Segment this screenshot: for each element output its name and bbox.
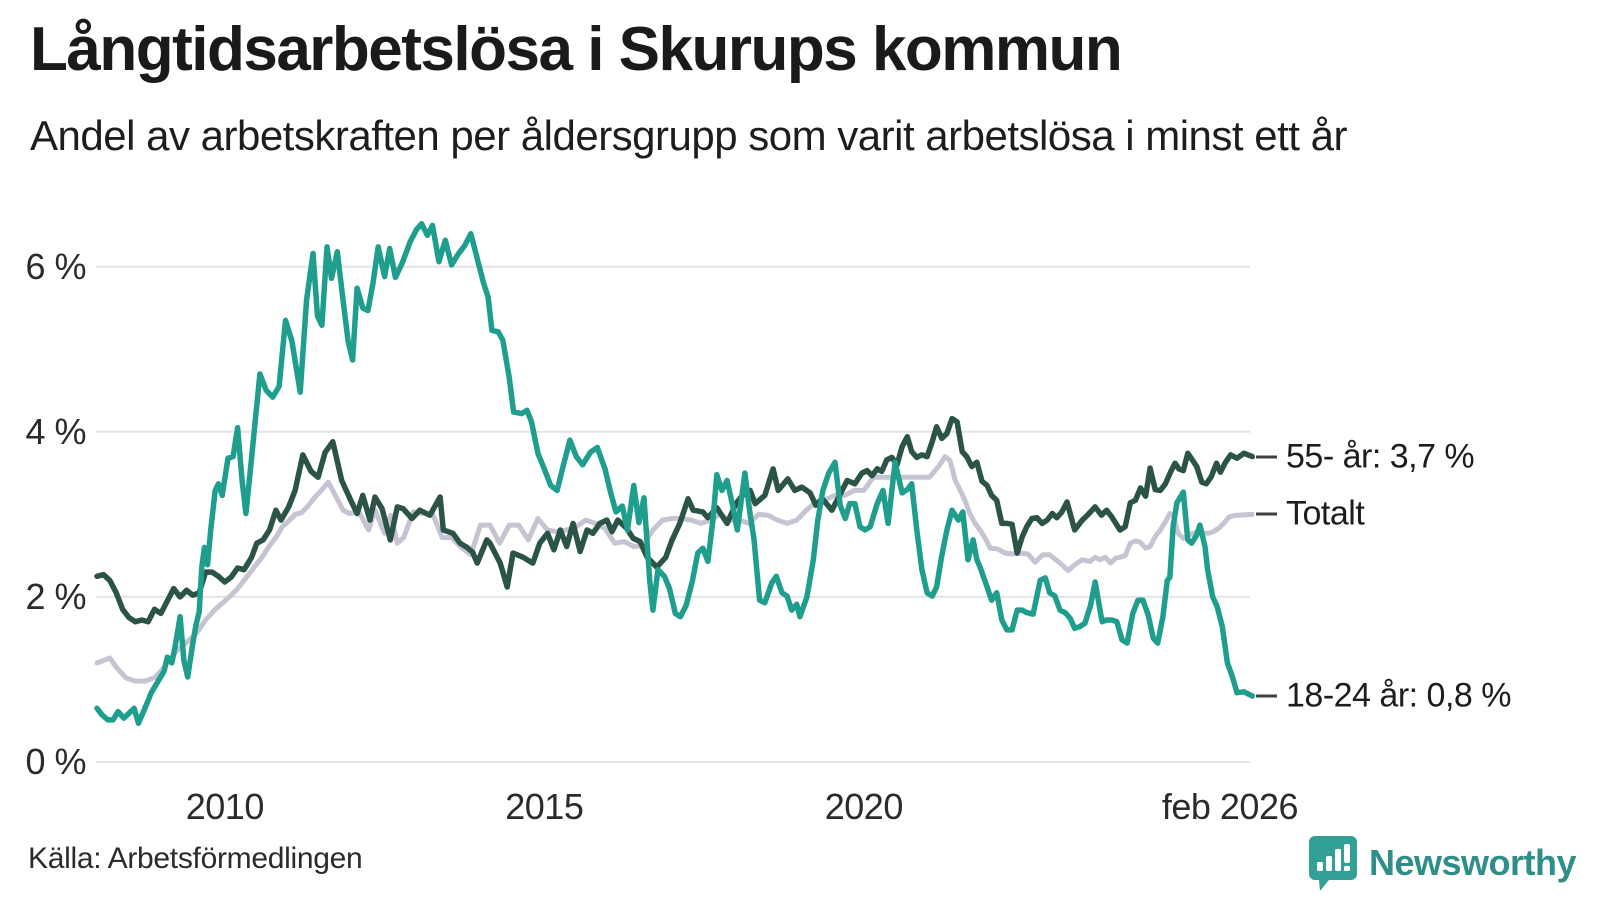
x-tick-label: 2010 [185, 786, 265, 827]
y-tick-label: 6 % [25, 245, 86, 287]
end-label-text: 18-24 år: 0,8 % [1286, 676, 1511, 715]
end-label: Totalt [1256, 494, 1365, 534]
series-line-18-24-r [94, 221, 1256, 726]
source-note: Källa: Arbetsförmedlingen [28, 842, 363, 875]
x-tick-label: 2015 [505, 786, 584, 827]
end-label-dash-icon [1256, 455, 1277, 459]
end-label-dash-icon [1256, 694, 1277, 698]
newsworthy-wordmark: Newsworthy [1368, 842, 1577, 883]
end-label-dash-icon [1256, 512, 1277, 516]
page-title: Långtidsarbetslösa i Skurups kommun [30, 15, 1123, 84]
page-subtitle: Andel av arbetskraften per åldersgrupp s… [30, 112, 1347, 159]
x-tick-label: feb 2026 [1161, 786, 1299, 827]
end-label-text: 55- år: 3,7 % [1286, 437, 1475, 476]
end-label: 18-24 år: 0,8 % [1256, 676, 1511, 715]
y-tick-label: 2 % [25, 575, 86, 617]
newsworthy-logo: Newsworthy [1307, 834, 1577, 892]
series-line-totalt [94, 454, 1255, 684]
end-label: 55- år: 3,7 % [1256, 437, 1475, 476]
y-tick-label: 4 % [25, 410, 86, 452]
x-tick-label: 2020 [824, 786, 904, 827]
newsworthy-icon [1308, 836, 1357, 891]
y-tick-label: 0 % [25, 741, 86, 782]
end-label-text: Totalt [1286, 494, 1365, 533]
